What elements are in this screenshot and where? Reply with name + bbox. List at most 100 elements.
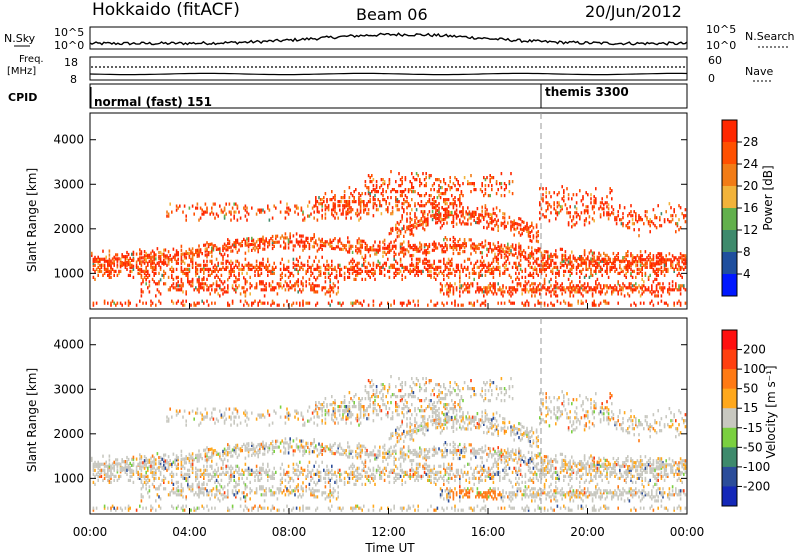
power-cell bbox=[598, 261, 600, 265]
power-cell bbox=[372, 196, 375, 200]
velocity-cell bbox=[185, 476, 187, 480]
power-cell bbox=[494, 252, 496, 256]
power-cell bbox=[113, 259, 115, 263]
velocity-cell bbox=[127, 466, 130, 470]
velocity-cell bbox=[169, 463, 171, 467]
power-cell bbox=[409, 224, 411, 228]
power-cell bbox=[531, 294, 533, 298]
power-cell bbox=[230, 267, 232, 271]
velocity-cell bbox=[177, 504, 179, 508]
power-cell bbox=[327, 208, 330, 212]
power-cell bbox=[491, 221, 493, 225]
power-cell bbox=[476, 221, 479, 225]
velocity-cell bbox=[111, 472, 114, 476]
power-cell bbox=[103, 299, 106, 303]
power-cell bbox=[100, 265, 103, 269]
power-cell bbox=[379, 202, 381, 206]
power-cell bbox=[155, 267, 157, 271]
velocity-cell bbox=[171, 470, 173, 474]
power-cell bbox=[145, 282, 147, 286]
power-cell bbox=[107, 265, 109, 269]
power-cell bbox=[452, 251, 455, 256]
power-cell bbox=[233, 214, 235, 218]
power-cell bbox=[324, 204, 327, 208]
power-cell bbox=[630, 267, 632, 271]
power-cell bbox=[151, 261, 154, 265]
power-cell bbox=[377, 198, 379, 202]
power-cell bbox=[465, 222, 467, 226]
power-cell bbox=[107, 259, 109, 263]
velocity-cell bbox=[100, 474, 103, 478]
power-cell bbox=[593, 205, 595, 209]
power-cell bbox=[441, 301, 443, 305]
power-cell bbox=[246, 210, 248, 214]
power-cell bbox=[455, 245, 458, 250]
power-cell bbox=[467, 206, 469, 210]
power-cell bbox=[393, 263, 395, 267]
velocity-cell bbox=[137, 462, 139, 466]
power-cell bbox=[513, 261, 515, 265]
power-cell bbox=[657, 282, 659, 286]
power-cell bbox=[252, 265, 255, 269]
velocity-cell bbox=[206, 454, 208, 458]
power-cell bbox=[150, 263, 152, 267]
power-cell bbox=[343, 190, 346, 194]
power-cell bbox=[414, 202, 416, 206]
power-cell bbox=[625, 267, 627, 271]
velocity-cell bbox=[123, 460, 125, 464]
power-cell bbox=[350, 265, 352, 269]
power-cell bbox=[406, 248, 408, 252]
velocity-cell bbox=[179, 489, 181, 493]
power-cell bbox=[172, 282, 175, 286]
power-cell bbox=[377, 244, 379, 248]
power-cell bbox=[435, 211, 437, 215]
power-cell bbox=[526, 225, 528, 229]
power-cell bbox=[203, 282, 205, 286]
velocity-cell bbox=[198, 489, 200, 493]
power-cell bbox=[172, 267, 175, 271]
power-cell bbox=[462, 206, 464, 210]
power-cell bbox=[603, 213, 605, 217]
power-cell bbox=[289, 208, 291, 212]
power-cell bbox=[391, 206, 394, 210]
power-cell bbox=[161, 252, 163, 256]
velocity-cell bbox=[225, 407, 227, 411]
power-cell bbox=[92, 263, 95, 267]
power-cell bbox=[107, 263, 109, 267]
power-cell bbox=[244, 243, 247, 247]
power-cell bbox=[582, 294, 584, 298]
power-cell bbox=[380, 204, 383, 208]
power-cell bbox=[519, 258, 522, 262]
power-cell bbox=[244, 257, 247, 261]
power-cell bbox=[651, 263, 653, 267]
power-cell bbox=[158, 257, 160, 261]
power-cell bbox=[473, 212, 475, 216]
power-cell bbox=[283, 236, 285, 240]
power-cell bbox=[516, 288, 519, 292]
power-cell bbox=[387, 301, 389, 305]
power-cell bbox=[420, 204, 423, 208]
power-cell bbox=[217, 263, 219, 267]
power-cell bbox=[171, 275, 173, 279]
power-cell bbox=[603, 207, 605, 211]
velocity-cell bbox=[142, 495, 144, 499]
power-cell bbox=[545, 201, 547, 205]
power-cell bbox=[219, 249, 221, 253]
power-cell bbox=[366, 265, 368, 269]
velocity-cell bbox=[99, 472, 101, 476]
power-cell bbox=[251, 284, 253, 288]
power-cell bbox=[227, 290, 229, 294]
power-cell bbox=[244, 292, 247, 296]
power-cell bbox=[310, 236, 312, 241]
power-cell bbox=[627, 250, 629, 254]
power-cell bbox=[585, 290, 587, 294]
power-cell bbox=[438, 206, 440, 210]
power-cell bbox=[364, 253, 367, 258]
power-cell bbox=[449, 243, 451, 248]
power-cell bbox=[379, 248, 381, 252]
power-cell bbox=[374, 277, 376, 281]
power-cell bbox=[430, 263, 432, 267]
power-cell bbox=[459, 220, 461, 224]
power-cell bbox=[187, 275, 189, 279]
power-cell bbox=[438, 190, 440, 194]
